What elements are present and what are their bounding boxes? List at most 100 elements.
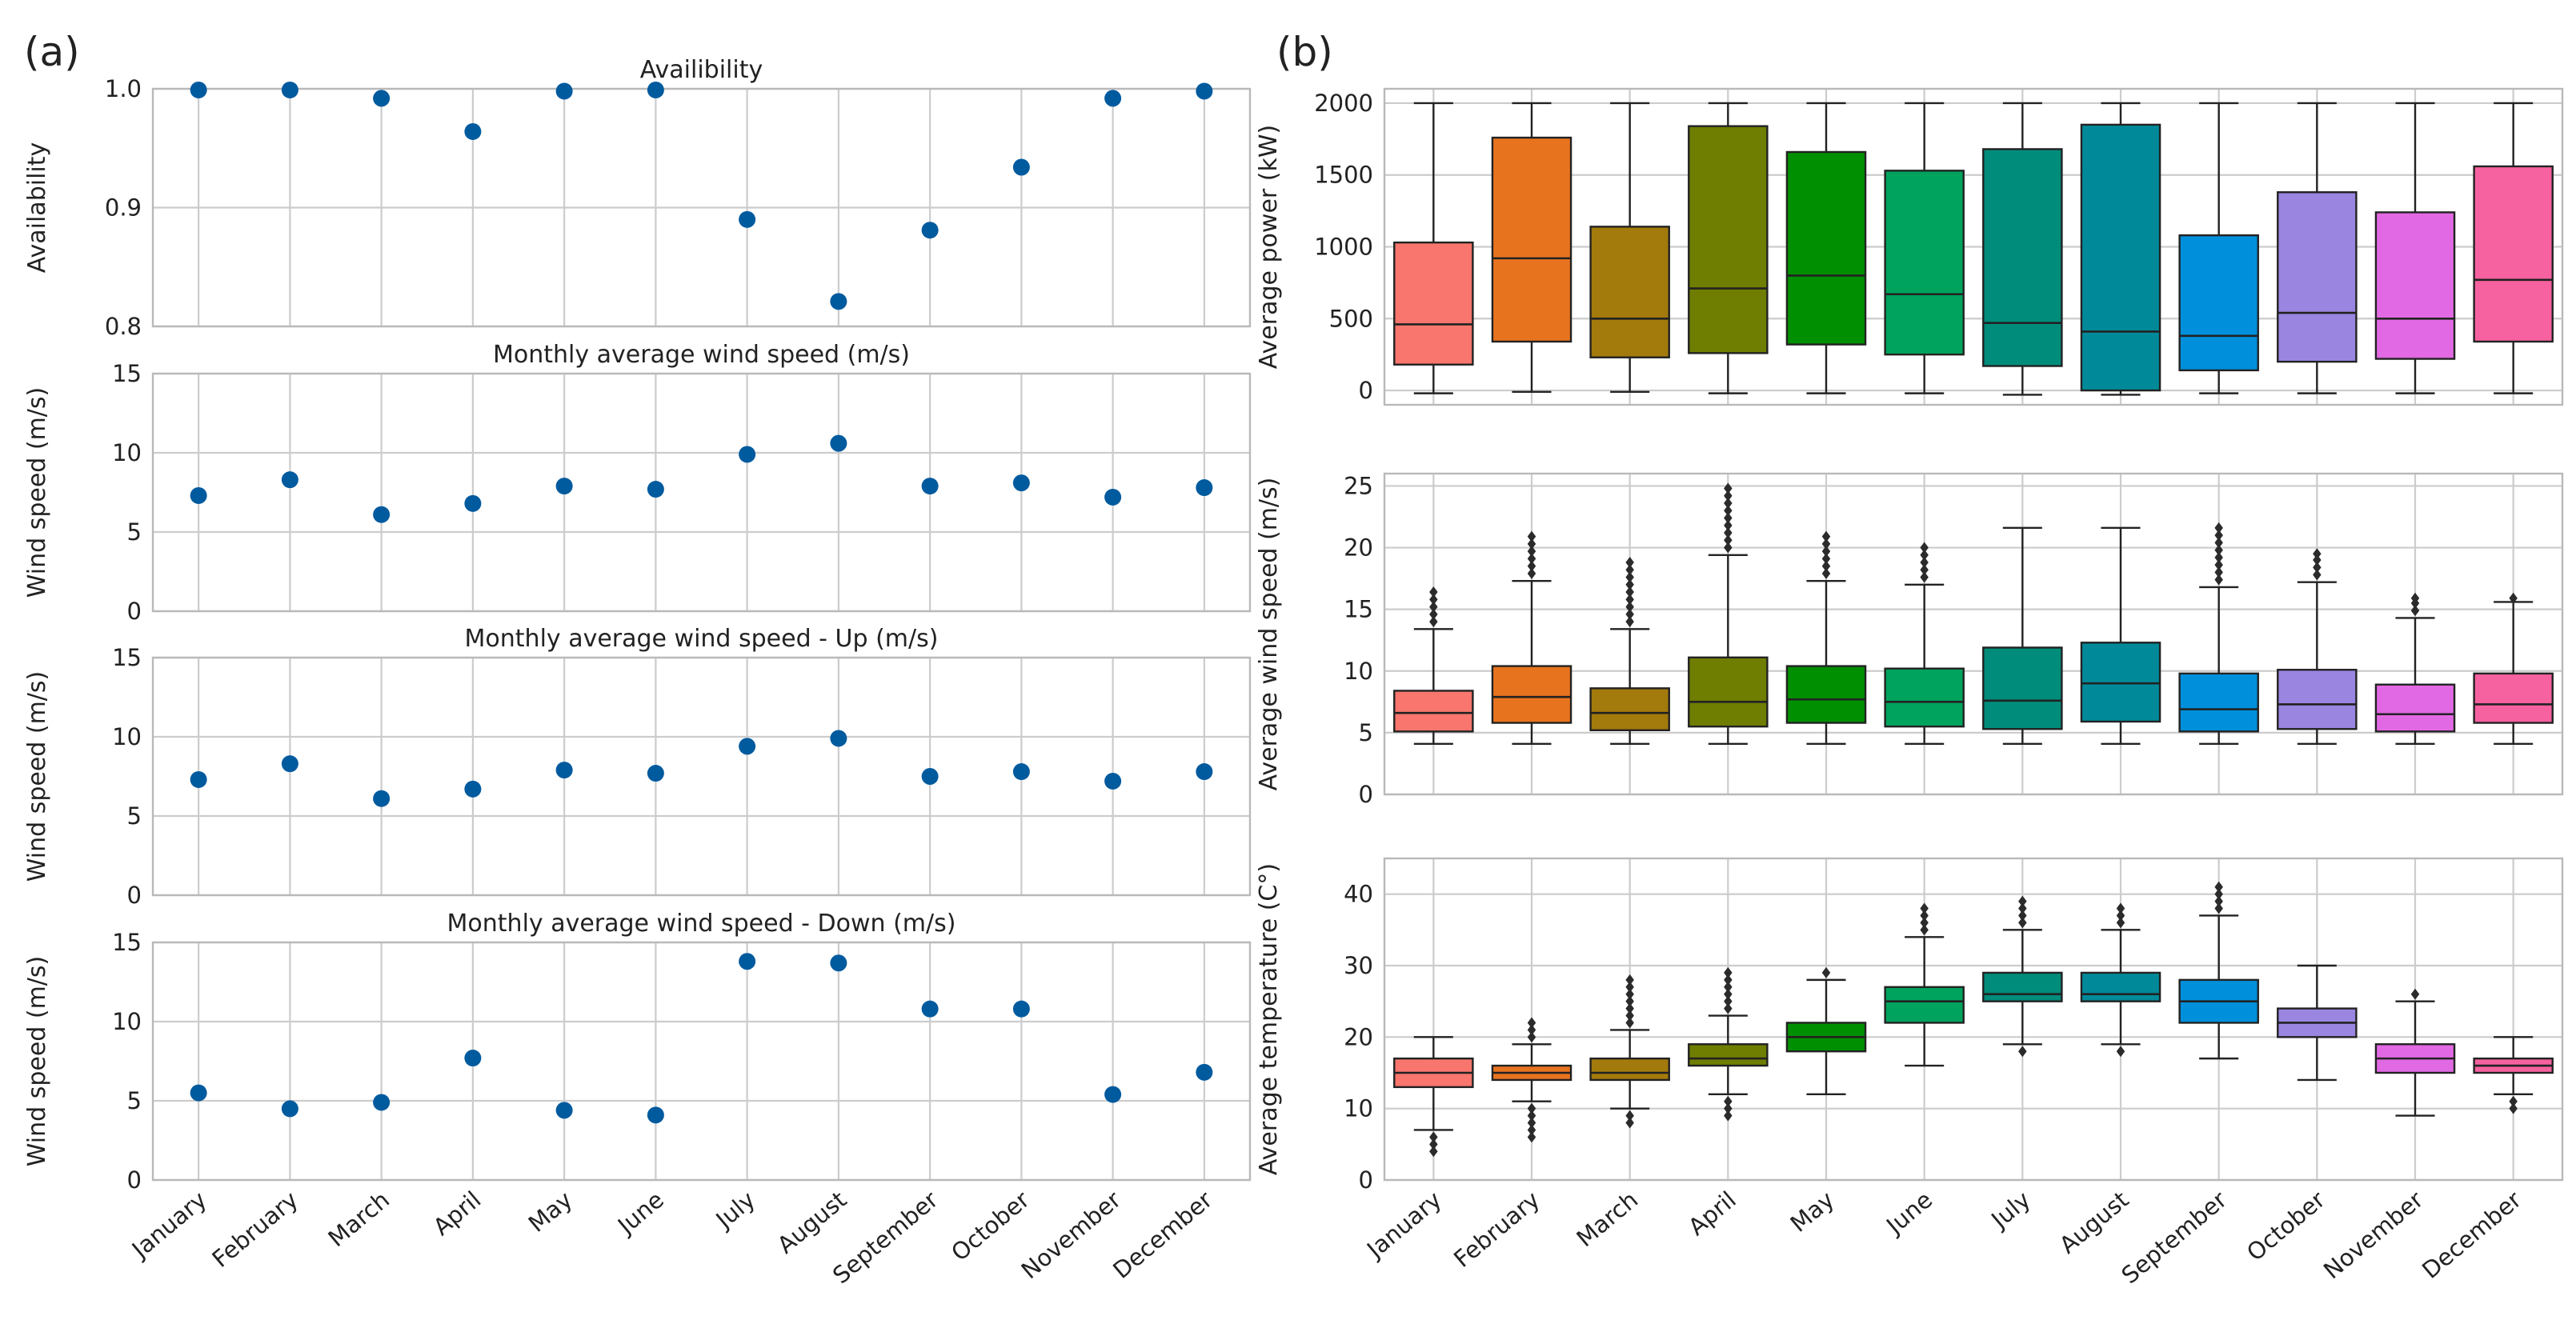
outlier-marker <box>1724 482 1733 494</box>
outlier-marker <box>1625 571 1634 583</box>
panel-label-b: (b) <box>1276 29 1333 75</box>
data-point-january <box>190 1084 207 1102</box>
outlier-marker <box>1920 549 1929 561</box>
x-tick-label: May <box>1785 1186 1840 1238</box>
chart-power_box: 0 500 1000 1500 2000 Average power (kW) <box>1255 87 2564 406</box>
outlier-marker <box>1920 542 1929 554</box>
outlier-marker <box>1920 924 1929 936</box>
outlier-marker <box>2116 1046 2125 1058</box>
box-january <box>1393 586 1474 745</box>
outlier-marker <box>1527 1024 1536 1036</box>
outlier-marker <box>1527 1031 1536 1043</box>
data-point-august <box>830 434 847 452</box>
box-june <box>1884 542 1965 745</box>
y-axis-label: Wind speed (m/s) <box>23 956 51 1166</box>
box-june <box>1884 102 1965 394</box>
outlier-marker <box>2509 1102 2518 1114</box>
data-point-february <box>281 1100 298 1118</box>
outlier-marker <box>1527 553 1536 565</box>
axes-frame <box>151 87 1252 328</box>
data-point-january <box>190 486 207 504</box>
y-tick-label: 0 <box>1359 1166 1373 1194</box>
box-april <box>1688 482 1769 745</box>
y-tick-label: 15 <box>112 644 142 671</box>
y-tick-label: 0 <box>127 1166 142 1194</box>
data-point-may <box>555 762 573 779</box>
iqr-box <box>2374 211 2456 360</box>
outlier-marker <box>2214 551 2223 563</box>
outlier-marker <box>1724 995 1733 1007</box>
x-tick-label: November <box>2318 1186 2428 1284</box>
y-tick-label: 10 <box>1344 1095 1373 1122</box>
x-tick-label: May <box>523 1186 578 1238</box>
iqr-box <box>1491 665 1572 724</box>
y-tick-label: 0.8 <box>105 313 142 340</box>
outlier-marker <box>1821 966 1831 978</box>
data-point-october <box>1012 1000 1030 1018</box>
outlier-marker <box>1821 538 1831 550</box>
y-tick-label: 10 <box>112 1008 142 1035</box>
box-december <box>2473 102 2554 394</box>
outlier-marker <box>2116 917 2125 929</box>
x-tick-label: August <box>772 1186 852 1258</box>
axes-frame <box>1383 472 2564 796</box>
data-point-february <box>281 471 298 489</box>
data-point-june <box>647 765 664 782</box>
iqr-box <box>1982 971 2063 1002</box>
panel-label-a: (a) <box>24 29 80 75</box>
box-july <box>1982 526 2063 745</box>
outlier-marker <box>2214 544 2223 556</box>
outlier-marker <box>1625 1002 1634 1014</box>
y-axis-label: Average power (kW) <box>1255 125 1283 369</box>
y-tick-label: 1000 <box>1314 234 1373 261</box>
data-point-august <box>830 293 847 310</box>
data-point-december <box>1196 1063 1213 1081</box>
outlier-marker <box>1429 594 1438 606</box>
iqr-box <box>1589 226 1670 358</box>
x-tick-label: December <box>1108 1186 1217 1284</box>
chart-wind_speed_up: 0 5 10 15 Monthly average wind speed - Up (m… <box>23 625 1252 909</box>
iqr-box <box>2473 672 2554 724</box>
y-axis-label: Wind speed (m/s) <box>23 387 51 598</box>
box-january <box>1393 1036 1474 1158</box>
data-point-october <box>1012 158 1030 176</box>
box-february <box>1491 530 1572 745</box>
y-tick-label: 5 <box>1359 719 1373 746</box>
data-point-july <box>739 210 756 228</box>
chart-availability: 0.8 0.9 1.0 Availibility Availability <box>23 56 1252 340</box>
outlier-marker <box>2410 605 2420 617</box>
y-tick-label: 500 <box>1329 305 1373 332</box>
x-tick-label: March <box>1572 1186 1644 1252</box>
data-point-june <box>647 81 664 98</box>
y-tick-label: 20 <box>1344 534 1373 562</box>
outlier-marker <box>1724 1102 1733 1114</box>
box-april <box>1688 102 1769 394</box>
box-october <box>2277 548 2358 745</box>
outlier-marker <box>1527 1017 1536 1029</box>
box-may <box>1785 966 1867 1096</box>
iqr-box <box>2277 191 2358 363</box>
outlier-marker <box>1527 560 1536 572</box>
box-may <box>1785 102 1867 394</box>
box-october <box>2277 102 2358 394</box>
y-tick-label: 15 <box>1344 596 1373 623</box>
outlier-marker <box>1625 981 1634 993</box>
x-tick-label: January <box>1360 1186 1447 1264</box>
x-tick-label: June <box>611 1186 669 1240</box>
iqr-box <box>1393 690 1474 733</box>
outlier-marker <box>1527 1110 1536 1122</box>
x-tick-label: October <box>946 1186 1035 1266</box>
box-november <box>2374 592 2456 745</box>
outlier-marker <box>2018 895 2027 907</box>
outlier-marker <box>2214 537 2223 549</box>
outlier-marker <box>1920 902 1929 914</box>
data-point-december <box>1196 82 1213 100</box>
box-july <box>1982 102 2063 396</box>
y-tick-label: 25 <box>1344 472 1373 499</box>
box-february <box>1491 102 1572 394</box>
outlier-marker <box>2214 881 2223 893</box>
outlier-marker <box>1625 608 1634 620</box>
data-point-december <box>1196 479 1213 497</box>
outlier-marker <box>1625 616 1634 628</box>
data-point-november <box>1104 90 1122 107</box>
